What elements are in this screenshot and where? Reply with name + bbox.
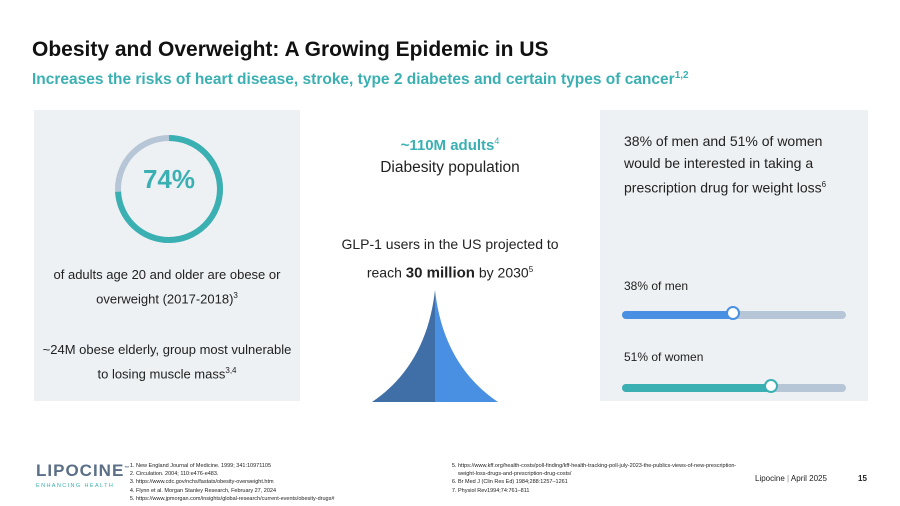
triangle-right-half xyxy=(435,290,498,402)
glp1-reach: reach xyxy=(366,264,402,281)
glp1-line1: GLP-1 users in the US projected to xyxy=(341,236,559,252)
interest-ref: 6 xyxy=(821,180,827,189)
reference-item: Br Med J (Clin Res Ed) 1984;288:1257–126… xyxy=(458,478,746,486)
weight-loss-interest-panel xyxy=(600,110,868,401)
ring-fill xyxy=(115,135,223,243)
reference-link[interactable]: https://www.kff.org/health-costs/poll-fi… xyxy=(458,462,746,478)
stat2-text: ~24M obese elderly, group most vulnerabl… xyxy=(42,342,292,382)
glp1-ref: 5 xyxy=(528,265,534,274)
stat1-text: of adults age 20 and older are obese or … xyxy=(53,267,281,307)
obesity-stats-panel xyxy=(34,110,300,401)
subtitle-refs: 1,2 xyxy=(674,70,689,81)
diabesity-ref: 4 xyxy=(494,136,500,146)
interest-body: 38% of men and 51% of women would be int… xyxy=(624,133,823,196)
lipocine-logo: LIPOCINE™ ENHANCING HEALTH xyxy=(36,461,129,491)
interest-text: 38% of men and 51% of women would be int… xyxy=(624,130,854,199)
reference-link[interactable]: https://www.jpmorgan.com/insights/global… xyxy=(136,495,334,503)
subtitle-text: Increases the risks of heart disease, st… xyxy=(32,71,675,89)
logo-wordmark: LIPOCINE™ xyxy=(36,461,131,480)
footer-company: Lipocine xyxy=(755,474,785,483)
references-left: New England Journal of Medicine. 1999; 3… xyxy=(124,462,334,503)
reference-item: Physiol Rev1994;74:761–811 xyxy=(458,487,746,495)
women-slider-track xyxy=(622,379,846,393)
reference-item: Circulation. 2004; 110:e476-e483. xyxy=(136,470,334,478)
elderly-stat-text: ~24M obese elderly, group most vulnerabl… xyxy=(42,339,292,384)
obesity-stat-text: of adults age 20 and older are obese or … xyxy=(42,264,292,309)
glp1-highlight: 30 million xyxy=(405,264,475,282)
glp1-by: by 2030 xyxy=(478,264,529,281)
men-bar-label: 38% of men xyxy=(624,279,689,293)
women-slider-knob xyxy=(763,379,778,393)
stat1-ref: 3 xyxy=(233,291,238,300)
stat2-ref: 3,4 xyxy=(225,366,237,375)
diabesity-value: ~110M adults4 xyxy=(320,136,580,154)
diabesity-label: Diabesity population xyxy=(380,159,520,176)
page-title: Obesity and Overweight: A Growing Epidem… xyxy=(32,38,549,61)
logo-tagline: ENHANCING HEALTH xyxy=(36,483,115,489)
reference-link[interactable]: https://www.cdc.gov/nchs/fastats/obesity… xyxy=(136,478,334,486)
triangle-left-half xyxy=(372,290,435,402)
men-slider-track xyxy=(622,306,846,320)
glp1-projection-text: GLP-1 users in the US projected to reach… xyxy=(315,232,585,286)
footer-company-date: Lipocine | April 2025 xyxy=(755,474,827,483)
page-number: 15 xyxy=(858,474,867,483)
men-slider-fill xyxy=(622,311,733,319)
reference-item: New England Journal of Medicine. 1999; 3… xyxy=(136,462,334,470)
growth-triangle-graphic xyxy=(372,290,498,402)
percent-ring-chart xyxy=(115,135,223,243)
diabesity-number: ~110M adults xyxy=(400,137,495,154)
footer-date: April 2025 xyxy=(790,474,827,483)
women-bar-label: 51% of women xyxy=(624,350,704,364)
women-slider-fill xyxy=(622,384,771,392)
reference-item: Flynn et al. Morgan Stanley Research, Fe… xyxy=(136,487,334,495)
page-subtitle: Increases the risks of heart disease, st… xyxy=(32,70,689,89)
references-right: https://www.kff.org/health-costs/poll-fi… xyxy=(446,462,746,495)
ring-percent-value: 74% xyxy=(142,164,196,194)
men-slider-knob xyxy=(725,306,740,320)
